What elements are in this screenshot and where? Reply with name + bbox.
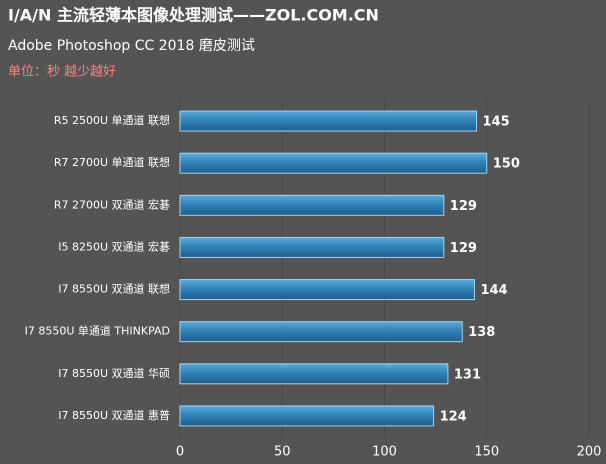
value-label: 138: [468, 325, 495, 340]
y-tick-label: I7 8550U 双通道 联想: [58, 282, 170, 296]
x-tick-label: 150: [474, 445, 499, 460]
bar: [179, 110, 478, 132]
bar: [179, 405, 435, 427]
value-label: 124: [440, 409, 467, 424]
x-tick-label: 200: [577, 445, 602, 460]
y-tick-label: I5 8250U 双通道 宏碁: [58, 239, 170, 253]
chart-title: I/A/N 主流轻薄本图像处理测试——ZOL.COM.CN: [8, 6, 379, 25]
bar: [179, 321, 463, 343]
value-label: 129: [450, 241, 477, 256]
y-tick-label: I7 8550U 双通道 惠普: [58, 408, 170, 422]
value-label: 131: [454, 367, 481, 382]
bar: [179, 236, 445, 258]
y-tick-label: I7 8550U 双通道 华硕: [58, 366, 170, 380]
chart-subtitle: Adobe Photoshop CC 2018 磨皮测试: [8, 38, 255, 54]
unit-note: 单位：秒 越少越好: [8, 65, 116, 80]
x-tick-label: 100: [372, 445, 397, 460]
bar: [179, 194, 445, 216]
value-label: 150: [493, 157, 520, 172]
bar: [179, 152, 488, 174]
value-label: 144: [480, 283, 507, 298]
value-label: 145: [483, 115, 510, 130]
y-tick-label: R7 2700U 单通道 联想: [54, 155, 170, 169]
value-label: 129: [450, 199, 477, 214]
x-tick-label: 0: [176, 445, 184, 460]
y-tick-label: R7 2700U 双通道 宏碁: [54, 197, 170, 211]
bar: [179, 363, 449, 385]
bar: [179, 279, 475, 301]
x-tick-label: 50: [274, 445, 291, 460]
y-tick-label: R5 2500U 单通道 联想: [54, 113, 170, 127]
y-tick-label: I7 8550U 单通道 THINKPAD: [25, 324, 170, 338]
